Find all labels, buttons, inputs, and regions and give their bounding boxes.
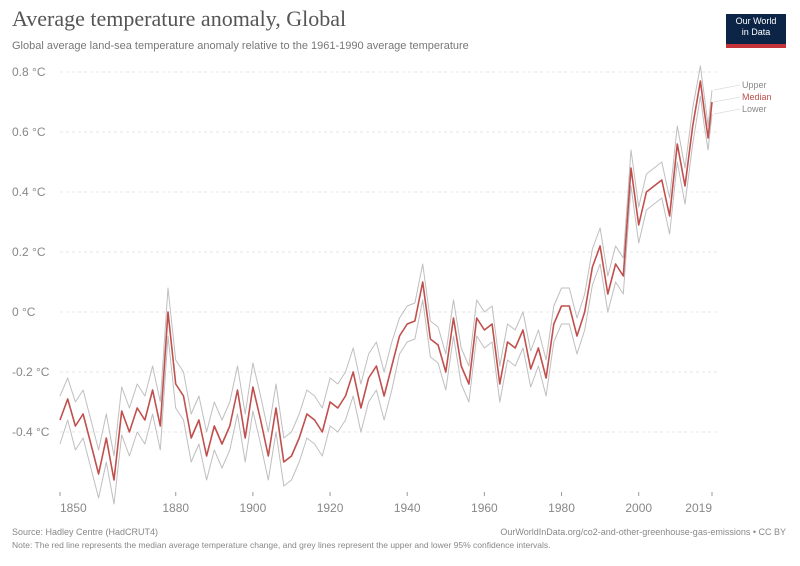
- legend-label-median: Median: [742, 92, 772, 102]
- gridlines: [60, 71, 718, 433]
- chart-title: Average temperature anomaly, Global: [12, 6, 347, 31]
- x-tick-label: 1920: [317, 501, 344, 515]
- legend: Upper Median Lower: [713, 80, 772, 115]
- x-tick-label: 2019: [685, 501, 712, 515]
- logo-line-2: in Data: [741, 27, 771, 37]
- x-tick-label: 1940: [394, 501, 421, 515]
- y-tick-label: -0.4 °C: [12, 425, 50, 439]
- x-tick-label: 1900: [240, 501, 267, 515]
- y-tick-label: 0.6 °C: [12, 125, 46, 139]
- footnote: Note: The red line represents the median…: [12, 540, 551, 550]
- legend-connector: [713, 108, 741, 115]
- series-lines: [59, 65, 713, 505]
- series-line-lower: [59, 95, 713, 505]
- y-tick-label: -0.2 °C: [12, 365, 50, 379]
- series-line-upper: [59, 65, 713, 457]
- logo-accent-bar: [726, 44, 786, 48]
- y-tick-label: 0 °C: [12, 305, 36, 319]
- x-tick-label: 1880: [162, 501, 189, 515]
- x-axis-ticks: 1850 1880 1900 1920 1940 1960 1980 2000 2019: [59, 492, 713, 515]
- license-link[interactable]: OurWorldInData.org/co2-and-other-greenho…: [500, 527, 786, 537]
- owid-logo[interactable]: Our World in Data: [726, 14, 786, 48]
- chart-subtitle: Global average land-sea temperature anom…: [12, 40, 469, 52]
- x-tick-label: 2000: [625, 501, 652, 515]
- series-line-median: [59, 80, 713, 481]
- legend-label-lower: Lower: [742, 104, 767, 114]
- temperature-chart: 0.8 °C 0.6 °C 0.4 °C 0.2 °C 0 °C -0.2 °C -0.4 …: [12, 65, 772, 515]
- legend-connector: [713, 84, 741, 91]
- y-axis-ticks: 0.8 °C 0.6 °C 0.4 °C 0.2 °C 0 °C -0.2 °C -0.4 …: [12, 65, 50, 439]
- legend-label-upper: Upper: [742, 80, 767, 90]
- source-note: Source: Hadley Centre (HadCRUT4): [12, 527, 159, 537]
- legend-connector: [713, 96, 741, 103]
- y-tick-label: 0.8 °C: [12, 65, 46, 79]
- y-tick-label: 0.2 °C: [12, 245, 46, 259]
- x-tick-label: 1980: [548, 501, 575, 515]
- y-tick-label: 0.4 °C: [12, 185, 46, 199]
- x-tick-label: 1850: [60, 501, 87, 515]
- logo-line-1: Our World: [735, 16, 777, 26]
- x-tick-label: 1960: [471, 501, 498, 515]
